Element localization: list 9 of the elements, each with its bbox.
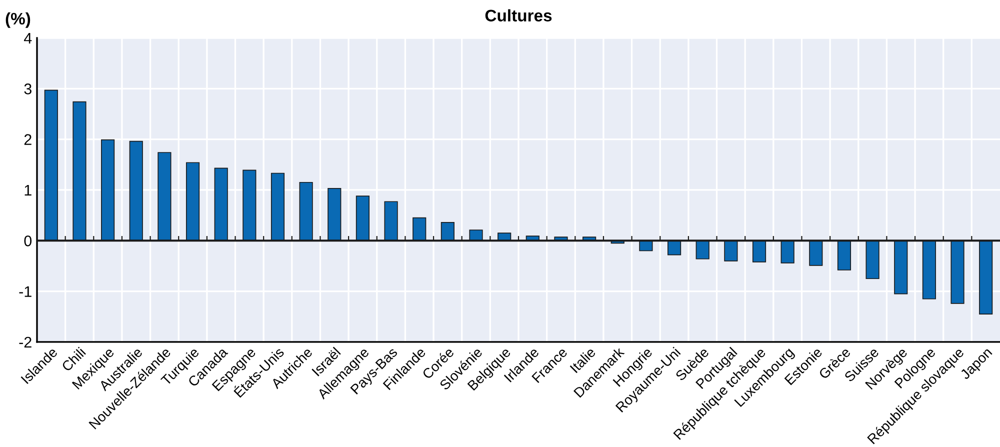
y-tick-label: 3 xyxy=(24,84,32,94)
y-tick-label: 0 xyxy=(24,236,32,246)
chart-title: Cultures xyxy=(485,9,552,22)
y-tick-label: -2 xyxy=(19,336,32,348)
y-tick-label: 1 xyxy=(24,185,32,196)
y-axis-title: (%) xyxy=(6,12,30,28)
y-tick-label: 2 xyxy=(24,134,32,145)
y-tick-label: 4 xyxy=(24,33,32,44)
y-tick-label: -1 xyxy=(19,286,32,297)
